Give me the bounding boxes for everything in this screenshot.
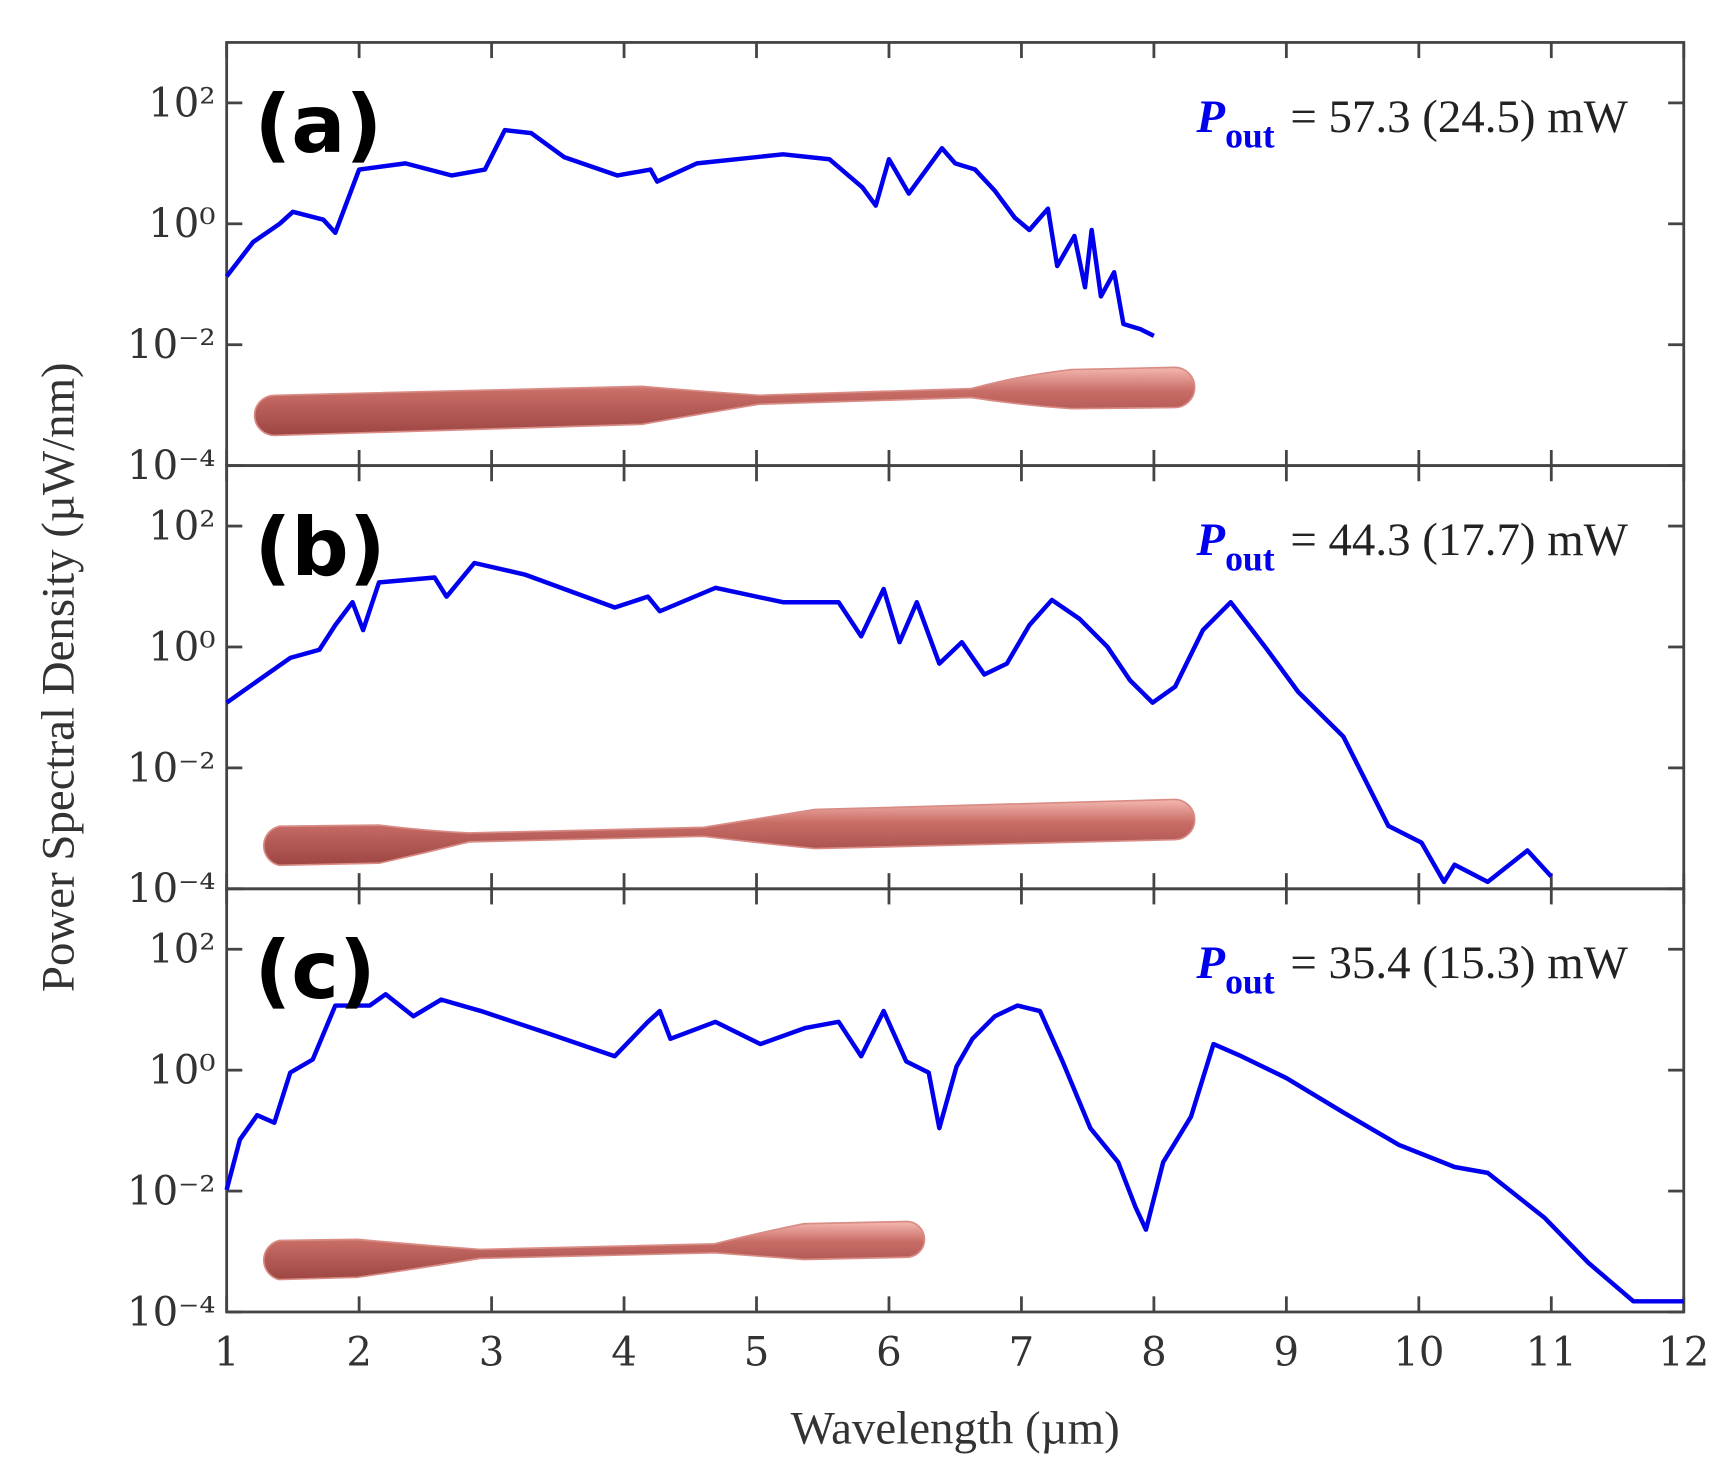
spectrum-line — [224, 992, 1684, 1304]
annotation-subscript: out — [1225, 962, 1275, 1002]
annotation-text: = 35.4 (15.3) mW — [1290, 937, 1628, 989]
annotation-text: = 44.3 (17.7) mW — [1290, 514, 1628, 566]
y-tick-label: 10⁻² — [127, 322, 215, 368]
y-tick-label: 10² — [148, 927, 215, 973]
y-tick-label: 10⁰ — [148, 624, 215, 670]
spectrum-line — [225, 560, 1553, 885]
annotation-subscript: out — [1225, 539, 1275, 579]
x-tick-label: 5 — [744, 1330, 770, 1376]
annotation-subscript: out — [1225, 115, 1275, 155]
annotation: Pout = 35.4 (15.3) mW — [1195, 937, 1628, 1002]
y-tick-label: 10⁻² — [127, 745, 215, 791]
x-tick-label: 2 — [346, 1330, 372, 1376]
panel-frame — [225, 887, 1686, 1314]
panel-label: (a) — [255, 77, 383, 171]
x-tick-label: 8 — [1141, 1330, 1167, 1376]
x-tick-label: 10 — [1393, 1330, 1444, 1376]
annotation-symbol: P — [1195, 937, 1225, 989]
panel-label: (c) — [255, 923, 376, 1017]
x-tick-label: 3 — [479, 1330, 505, 1376]
y-tick-label: 10⁰ — [148, 201, 215, 247]
x-tick-label: 6 — [876, 1330, 902, 1376]
y-tick-label: 10⁻⁴ — [127, 443, 215, 489]
x-axis-label: Wavelength (µm) — [791, 1403, 1120, 1455]
x-tick-label: 4 — [611, 1330, 637, 1376]
panel-label: (b) — [255, 500, 386, 594]
x-tick-label: 7 — [1009, 1330, 1035, 1376]
annotation-text: = 57.3 (24.5) mW — [1290, 91, 1628, 143]
annotation: Pout = 44.3 (17.7) mW — [1195, 514, 1628, 579]
y-tick-label: 10² — [148, 503, 215, 549]
annotation: Pout = 57.3 (24.5) mW — [1195, 91, 1628, 156]
y-axis-label: Power Spectral Density (µW/nm) — [33, 362, 85, 992]
fiber-illustrations — [253, 366, 1196, 1281]
y-tick-label: 10⁰ — [148, 1048, 215, 1094]
fiber-b — [262, 798, 1196, 867]
x-tick-label: 1 — [214, 1330, 240, 1376]
y-tick-label: 10⁻² — [127, 1168, 215, 1214]
y-tick-label: 10² — [148, 80, 215, 126]
spectrum-line — [224, 127, 1155, 338]
fiber-c — [262, 1220, 926, 1281]
annotation-symbol: P — [1195, 91, 1225, 143]
x-tick-label: 12 — [1658, 1330, 1709, 1376]
x-tick-label: 11 — [1526, 1330, 1577, 1376]
annotation-symbol: P — [1195, 514, 1225, 566]
x-tick-label: 9 — [1274, 1330, 1300, 1376]
y-tick-label: 10⁻⁴ — [127, 1289, 215, 1335]
y-tick-label: 10⁻⁴ — [127, 866, 215, 912]
fiber-a — [253, 366, 1196, 437]
